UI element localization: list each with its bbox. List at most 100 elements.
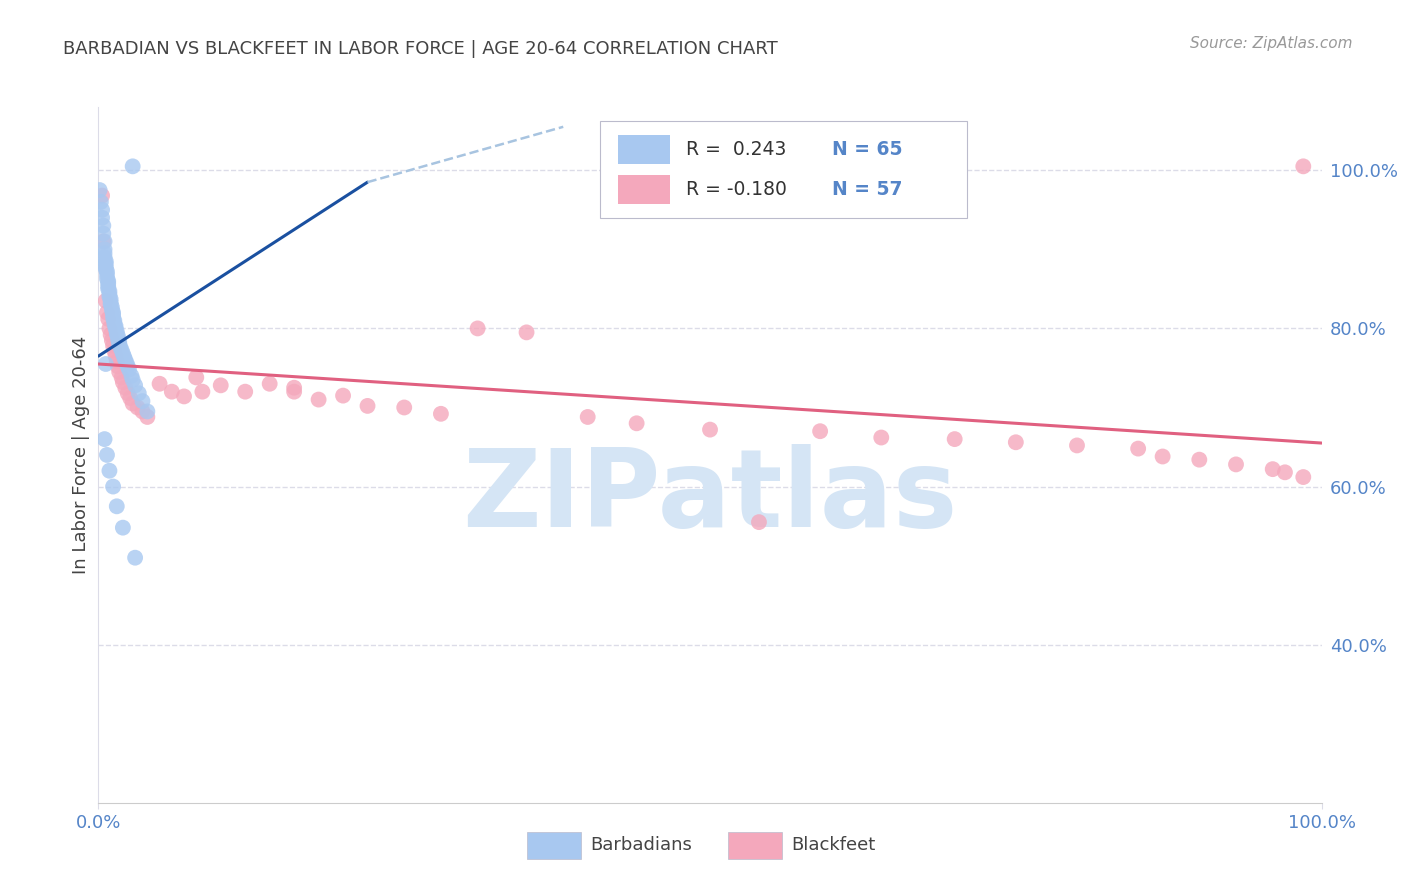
- Point: [89, 183, 111, 197]
- Point: [105, 326, 128, 341]
- Point: [108, 365, 131, 379]
- Point: [283, 384, 305, 399]
- Point: [430, 407, 453, 421]
- Point: [117, 386, 139, 401]
- Point: [111, 347, 134, 361]
- FancyBboxPatch shape: [619, 175, 669, 204]
- Point: [209, 378, 232, 392]
- Point: [93, 235, 115, 249]
- Point: [91, 235, 114, 249]
- Point: [108, 334, 131, 349]
- Point: [136, 404, 159, 418]
- Point: [808, 424, 831, 438]
- Point: [114, 353, 136, 368]
- Point: [96, 264, 118, 278]
- Point: [748, 515, 770, 529]
- Point: [96, 271, 118, 285]
- Point: [191, 384, 214, 399]
- Point: [101, 339, 124, 353]
- Point: [98, 285, 121, 299]
- Point: [117, 359, 139, 374]
- Point: [93, 243, 115, 257]
- Point: [1225, 458, 1247, 472]
- Point: [101, 305, 124, 319]
- Point: [101, 308, 124, 322]
- Point: [115, 356, 138, 370]
- Point: [1274, 466, 1296, 480]
- Point: [97, 277, 120, 291]
- Point: [101, 333, 124, 347]
- Point: [943, 432, 966, 446]
- Point: [467, 321, 489, 335]
- Point: [121, 159, 143, 173]
- Point: [94, 257, 117, 271]
- Point: [356, 399, 378, 413]
- Point: [97, 279, 120, 293]
- Point: [90, 194, 112, 209]
- Point: [101, 311, 124, 326]
- Point: [626, 417, 648, 431]
- Point: [98, 287, 121, 301]
- Point: [120, 391, 142, 405]
- Point: [100, 292, 122, 306]
- Point: [107, 359, 129, 374]
- Point: [111, 375, 134, 389]
- Point: [392, 401, 416, 415]
- Point: [91, 211, 114, 225]
- Point: [1128, 442, 1150, 456]
- Point: [870, 431, 893, 445]
- Point: [112, 350, 135, 364]
- Point: [699, 423, 721, 437]
- Point: [576, 409, 599, 424]
- Point: [111, 343, 134, 358]
- FancyBboxPatch shape: [619, 136, 669, 164]
- Point: [97, 274, 120, 288]
- Point: [121, 373, 143, 387]
- Y-axis label: In Labor Force | Age 20-64: In Labor Force | Age 20-64: [72, 335, 90, 574]
- Point: [97, 312, 120, 326]
- Point: [110, 340, 132, 354]
- Point: [100, 295, 122, 310]
- Point: [118, 362, 141, 376]
- Point: [136, 409, 159, 424]
- Point: [93, 246, 115, 260]
- Text: N = 65: N = 65: [832, 140, 903, 160]
- Point: [283, 381, 305, 395]
- Point: [94, 254, 117, 268]
- Text: BARBADIAN VS BLACKFEET IN LABOR FORCE | AGE 20-64 CORRELATION CHART: BARBADIAN VS BLACKFEET IN LABOR FORCE | …: [63, 40, 778, 58]
- Point: [108, 337, 131, 351]
- Point: [114, 381, 136, 395]
- Point: [105, 325, 128, 339]
- Text: Source: ZipAtlas.com: Source: ZipAtlas.com: [1189, 36, 1353, 51]
- Point: [121, 396, 143, 410]
- Point: [332, 389, 354, 403]
- Text: Blackfeet: Blackfeet: [792, 836, 876, 854]
- Point: [124, 550, 146, 565]
- Point: [93, 250, 115, 264]
- Point: [111, 521, 134, 535]
- Point: [94, 357, 117, 371]
- Point: [105, 500, 128, 514]
- Text: R =  0.243: R = 0.243: [686, 140, 786, 160]
- Point: [131, 394, 153, 409]
- Point: [98, 464, 121, 478]
- Point: [1292, 159, 1315, 173]
- Point: [1261, 462, 1284, 476]
- Text: Barbadians: Barbadians: [591, 836, 692, 854]
- Point: [94, 260, 117, 274]
- Point: [1188, 452, 1211, 467]
- Point: [97, 282, 120, 296]
- Point: [107, 333, 129, 347]
- Point: [98, 321, 121, 335]
- Point: [94, 262, 117, 277]
- Point: [105, 354, 128, 368]
- Point: [103, 317, 125, 331]
- Point: [93, 432, 115, 446]
- Point: [104, 349, 127, 363]
- Point: [91, 202, 114, 217]
- Point: [101, 303, 124, 318]
- Point: [91, 188, 114, 202]
- Point: [1292, 470, 1315, 484]
- Point: [259, 376, 281, 391]
- Text: ZIPatlas: ZIPatlas: [463, 443, 957, 549]
